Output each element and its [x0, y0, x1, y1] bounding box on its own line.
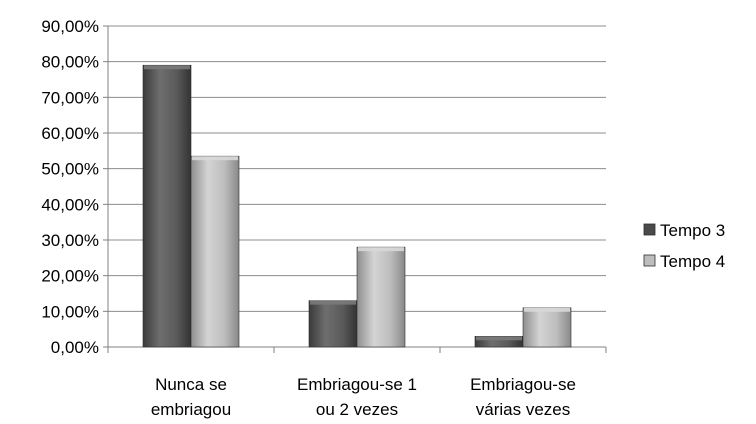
y-tick-label: 20,00% [41, 267, 99, 286]
legend-swatch [643, 254, 656, 267]
y-tick-label: 90,00% [41, 17, 99, 36]
x-category-label: embriagou [151, 400, 231, 419]
y-tick-label: 60,00% [41, 124, 99, 143]
y-tick-label: 70,00% [41, 88, 99, 107]
bar-tempo-4 [356, 246, 406, 348]
y-tick-label: 40,00% [41, 195, 99, 214]
x-category-label: várias vezes [476, 400, 570, 419]
x-category-label: Embriagou-se [470, 375, 576, 394]
bar-top-bevel [524, 307, 570, 312]
bar-tempo-4 [190, 155, 240, 348]
x-axis-labels: Nunca se embriagou Embriagou-se 1 ou 2 veze… [151, 375, 576, 419]
y-tick-label: 80,00% [41, 53, 99, 72]
bar-top-bevel [144, 65, 190, 70]
bar-tempo-3 [308, 300, 358, 348]
x-category-label: ou 2 vezes [316, 400, 398, 419]
bar-tempo-3 [142, 64, 192, 348]
bar-top-bevel [476, 336, 522, 341]
y-tick-label: 0,00% [51, 338, 99, 357]
y-tick-label: 30,00% [41, 231, 99, 250]
x-category-label: Nunca se [155, 375, 227, 394]
bar-tempo-4 [522, 307, 572, 348]
y-tick-label: 50,00% [41, 160, 99, 179]
bar-top-bevel [310, 300, 356, 305]
bars [142, 64, 572, 348]
legend-label: Tempo 4 [660, 252, 725, 271]
bar-top-bevel [358, 247, 404, 252]
x-category-label: Embriagou-se 1 [297, 375, 417, 394]
y-axis-ticks: 0,00% 10,00% 20,00% 30,00% 40,00% 50,00% 60,00… [41, 17, 99, 357]
y-tick-label: 10,00% [41, 302, 99, 321]
bar-top-bevel [192, 156, 238, 161]
legend: Tempo 3 Tempo 4 [643, 221, 725, 271]
legend-swatch [643, 223, 656, 236]
legend-label: Tempo 3 [660, 221, 725, 240]
